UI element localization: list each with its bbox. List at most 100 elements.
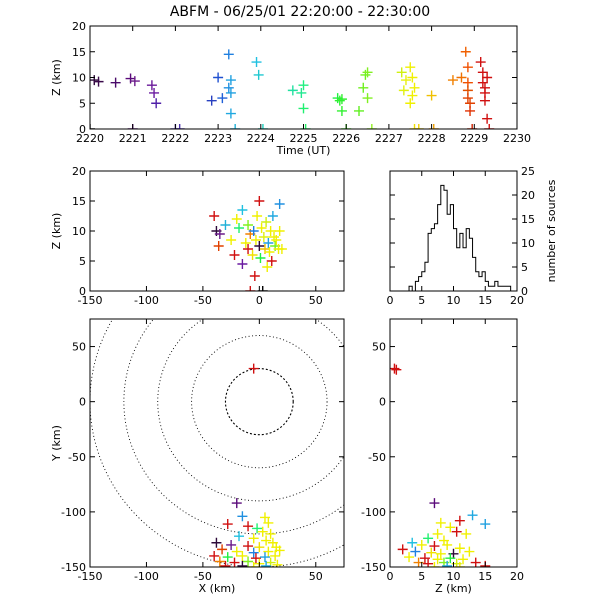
plan_view-marks <box>209 363 285 567</box>
x-tick-label: 20 <box>510 294 524 307</box>
source-point <box>362 93 373 104</box>
source-point <box>360 69 371 80</box>
source-point <box>274 226 285 236</box>
source-point <box>248 226 259 236</box>
x-tick-label: 0 <box>256 570 263 583</box>
source-point <box>397 544 408 555</box>
y-tick-label: -150 <box>361 561 386 574</box>
source-point <box>464 546 475 557</box>
source-point <box>467 124 478 129</box>
y-tick-label: 20 <box>72 20 86 33</box>
source-point <box>426 90 437 101</box>
source-point <box>149 87 160 98</box>
source-point <box>247 250 258 260</box>
source-point <box>229 250 240 260</box>
source-point <box>231 498 242 509</box>
source-point <box>222 552 233 563</box>
y-tick-label: 0 <box>79 396 86 409</box>
x-tick-label: 0 <box>256 294 263 307</box>
source-point <box>456 72 467 83</box>
source-point <box>287 85 298 96</box>
source-point <box>407 90 418 101</box>
source-point <box>243 541 254 552</box>
source-point <box>240 238 251 248</box>
source-point <box>213 241 224 251</box>
source-point <box>90 75 100 86</box>
source-point <box>470 557 481 567</box>
source-point <box>248 547 259 558</box>
source-point <box>458 554 469 565</box>
source-point <box>435 548 446 559</box>
time_height-panel: 2220 2221 2222 2223 2224 2225 2226 2227 2228 2229… <box>50 20 531 157</box>
source-point <box>407 72 418 83</box>
source-point <box>237 205 248 215</box>
x-tick-label: 2227 <box>375 132 403 145</box>
source-point <box>252 523 263 534</box>
source-point <box>404 552 415 563</box>
source-point <box>255 253 266 263</box>
source-point <box>467 510 478 521</box>
source-point <box>243 521 254 532</box>
source-point <box>256 223 267 233</box>
source-point <box>454 562 465 567</box>
source-point <box>213 72 224 83</box>
y-tick-label: 50 <box>372 341 386 354</box>
source-point <box>223 49 234 60</box>
source-point <box>334 95 345 106</box>
source-point <box>254 542 265 553</box>
y-tick-label: -100 <box>361 506 386 519</box>
y-tick-label: 5 <box>79 97 86 110</box>
source-point <box>445 522 456 533</box>
figure-title: ABFM - 06/25/01 22:20:00 - 22:30:00 <box>170 4 430 20</box>
source-point <box>243 220 254 230</box>
source-point <box>248 363 259 374</box>
source-point <box>482 113 493 124</box>
source-point <box>243 556 254 567</box>
range-ring <box>224 368 294 436</box>
plan_view-panel: -150 -100 -50 0 50 -150 -100 -50 0 50 X (km) Y (km) <box>50 318 345 595</box>
x-tick-label: -150 <box>78 294 103 307</box>
source-point <box>265 528 276 539</box>
z_y-marks <box>390 363 491 567</box>
source-point <box>250 553 261 564</box>
source-point <box>400 75 411 86</box>
source-point <box>482 72 493 83</box>
x-tick-label: 5 <box>418 294 425 307</box>
source-point <box>366 124 377 129</box>
x-tick-label: 2226 <box>332 132 360 145</box>
source-point <box>298 103 309 114</box>
source-point <box>409 82 420 93</box>
x-tick-label: 0 <box>387 294 394 307</box>
chart-panels: 2220 2221 2222 2223 2224 2225 2226 2227 2228 2229… <box>50 20 558 595</box>
source-point <box>250 235 261 245</box>
source-point <box>477 67 488 78</box>
source-point <box>266 256 277 266</box>
source-point <box>460 46 471 57</box>
source-point <box>429 562 440 567</box>
source-point <box>231 546 242 557</box>
source-point <box>454 543 465 554</box>
source-point <box>214 556 225 567</box>
source-point <box>271 235 282 245</box>
y-tick-label: 0 <box>79 123 86 136</box>
source-point <box>270 550 281 561</box>
source-point <box>396 67 407 78</box>
source-point <box>146 80 157 91</box>
z_y-ticks: 0 5 10 15 20 -150 -100 -50 0 50 <box>361 319 524 583</box>
x-axis-title: Time (UT) <box>276 144 331 157</box>
source-point <box>419 553 430 564</box>
y-tick-label: 0 <box>379 396 386 409</box>
source-point <box>125 73 136 84</box>
y-tick-label: 15 <box>72 46 86 59</box>
x-tick-label: -50 <box>194 294 212 307</box>
x-tick-label: 15 <box>478 570 492 583</box>
range-ring <box>191 335 328 469</box>
source-point <box>222 519 233 530</box>
source-point <box>234 223 245 233</box>
source-point <box>237 259 248 269</box>
y-axis-title: Z (km) <box>50 59 63 96</box>
source-point <box>461 528 472 539</box>
source-point <box>251 57 262 68</box>
